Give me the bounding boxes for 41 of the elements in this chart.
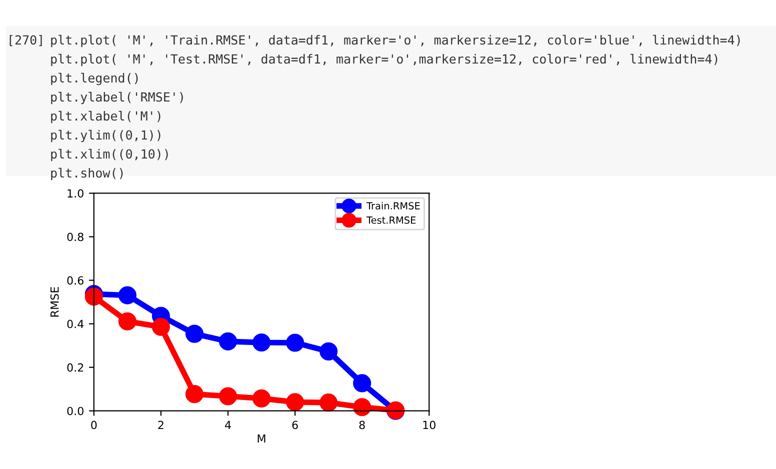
point	[118, 286, 136, 304]
point	[185, 324, 204, 343]
x-tick-label: 4	[224, 420, 231, 430]
x-tick-label: 8	[359, 420, 365, 430]
point	[353, 398, 372, 416]
point	[353, 374, 372, 392]
text: plt.show()	[51, 168, 123, 180]
text: plt.ylabel('RMSE')	[51, 92, 183, 104]
y-axis-title: RMSE	[50, 287, 59, 317]
y-tick-label: 0.6	[67, 276, 84, 285]
text: plt.legend()	[51, 72, 138, 86]
point	[252, 389, 271, 408]
point	[320, 342, 338, 360]
point	[84, 288, 103, 306]
x-axis-title: M	[258, 434, 266, 443]
text: [270]	[10, 34, 42, 46]
point	[218, 387, 238, 406]
point	[286, 393, 304, 412]
y-tick-label: 0.8	[67, 232, 84, 242]
point	[320, 394, 338, 412]
text: plt.xlim((0,10))	[51, 148, 168, 162]
text: plt.plot( 'M', 'Train.RMSE', data=df1, marker='o', markersize=12, color='blue', linewidth=4)	[51, 34, 740, 48]
y-tick-label: 0.4	[67, 320, 84, 328]
x-tick-label: 6	[292, 420, 298, 430]
point	[185, 385, 204, 404]
text: plt.plot( 'M', 'Test.RMSE', data=df1, marker='o',markersize=12, color='red', linewidth=4)	[51, 54, 718, 66]
x-tick-label: 10	[423, 420, 436, 430]
y-tick-label: 0.2	[67, 363, 84, 372]
x-tick-label: 2	[158, 420, 164, 430]
x-tick-label: 0	[91, 420, 97, 430]
legend-label: Train.RMSE	[366, 202, 420, 210]
legend-label: Test.RMSE	[366, 216, 416, 224]
y-tick-label: 1.0	[68, 189, 84, 198]
point	[152, 318, 170, 336]
text: plt.xlabel('M')	[51, 110, 160, 124]
text: plt.ylim((0,1))	[51, 130, 160, 142]
point	[252, 333, 271, 352]
point	[218, 332, 238, 350]
y-tick-label: 0.0	[67, 406, 84, 416]
point	[118, 312, 136, 330]
point	[286, 334, 304, 352]
